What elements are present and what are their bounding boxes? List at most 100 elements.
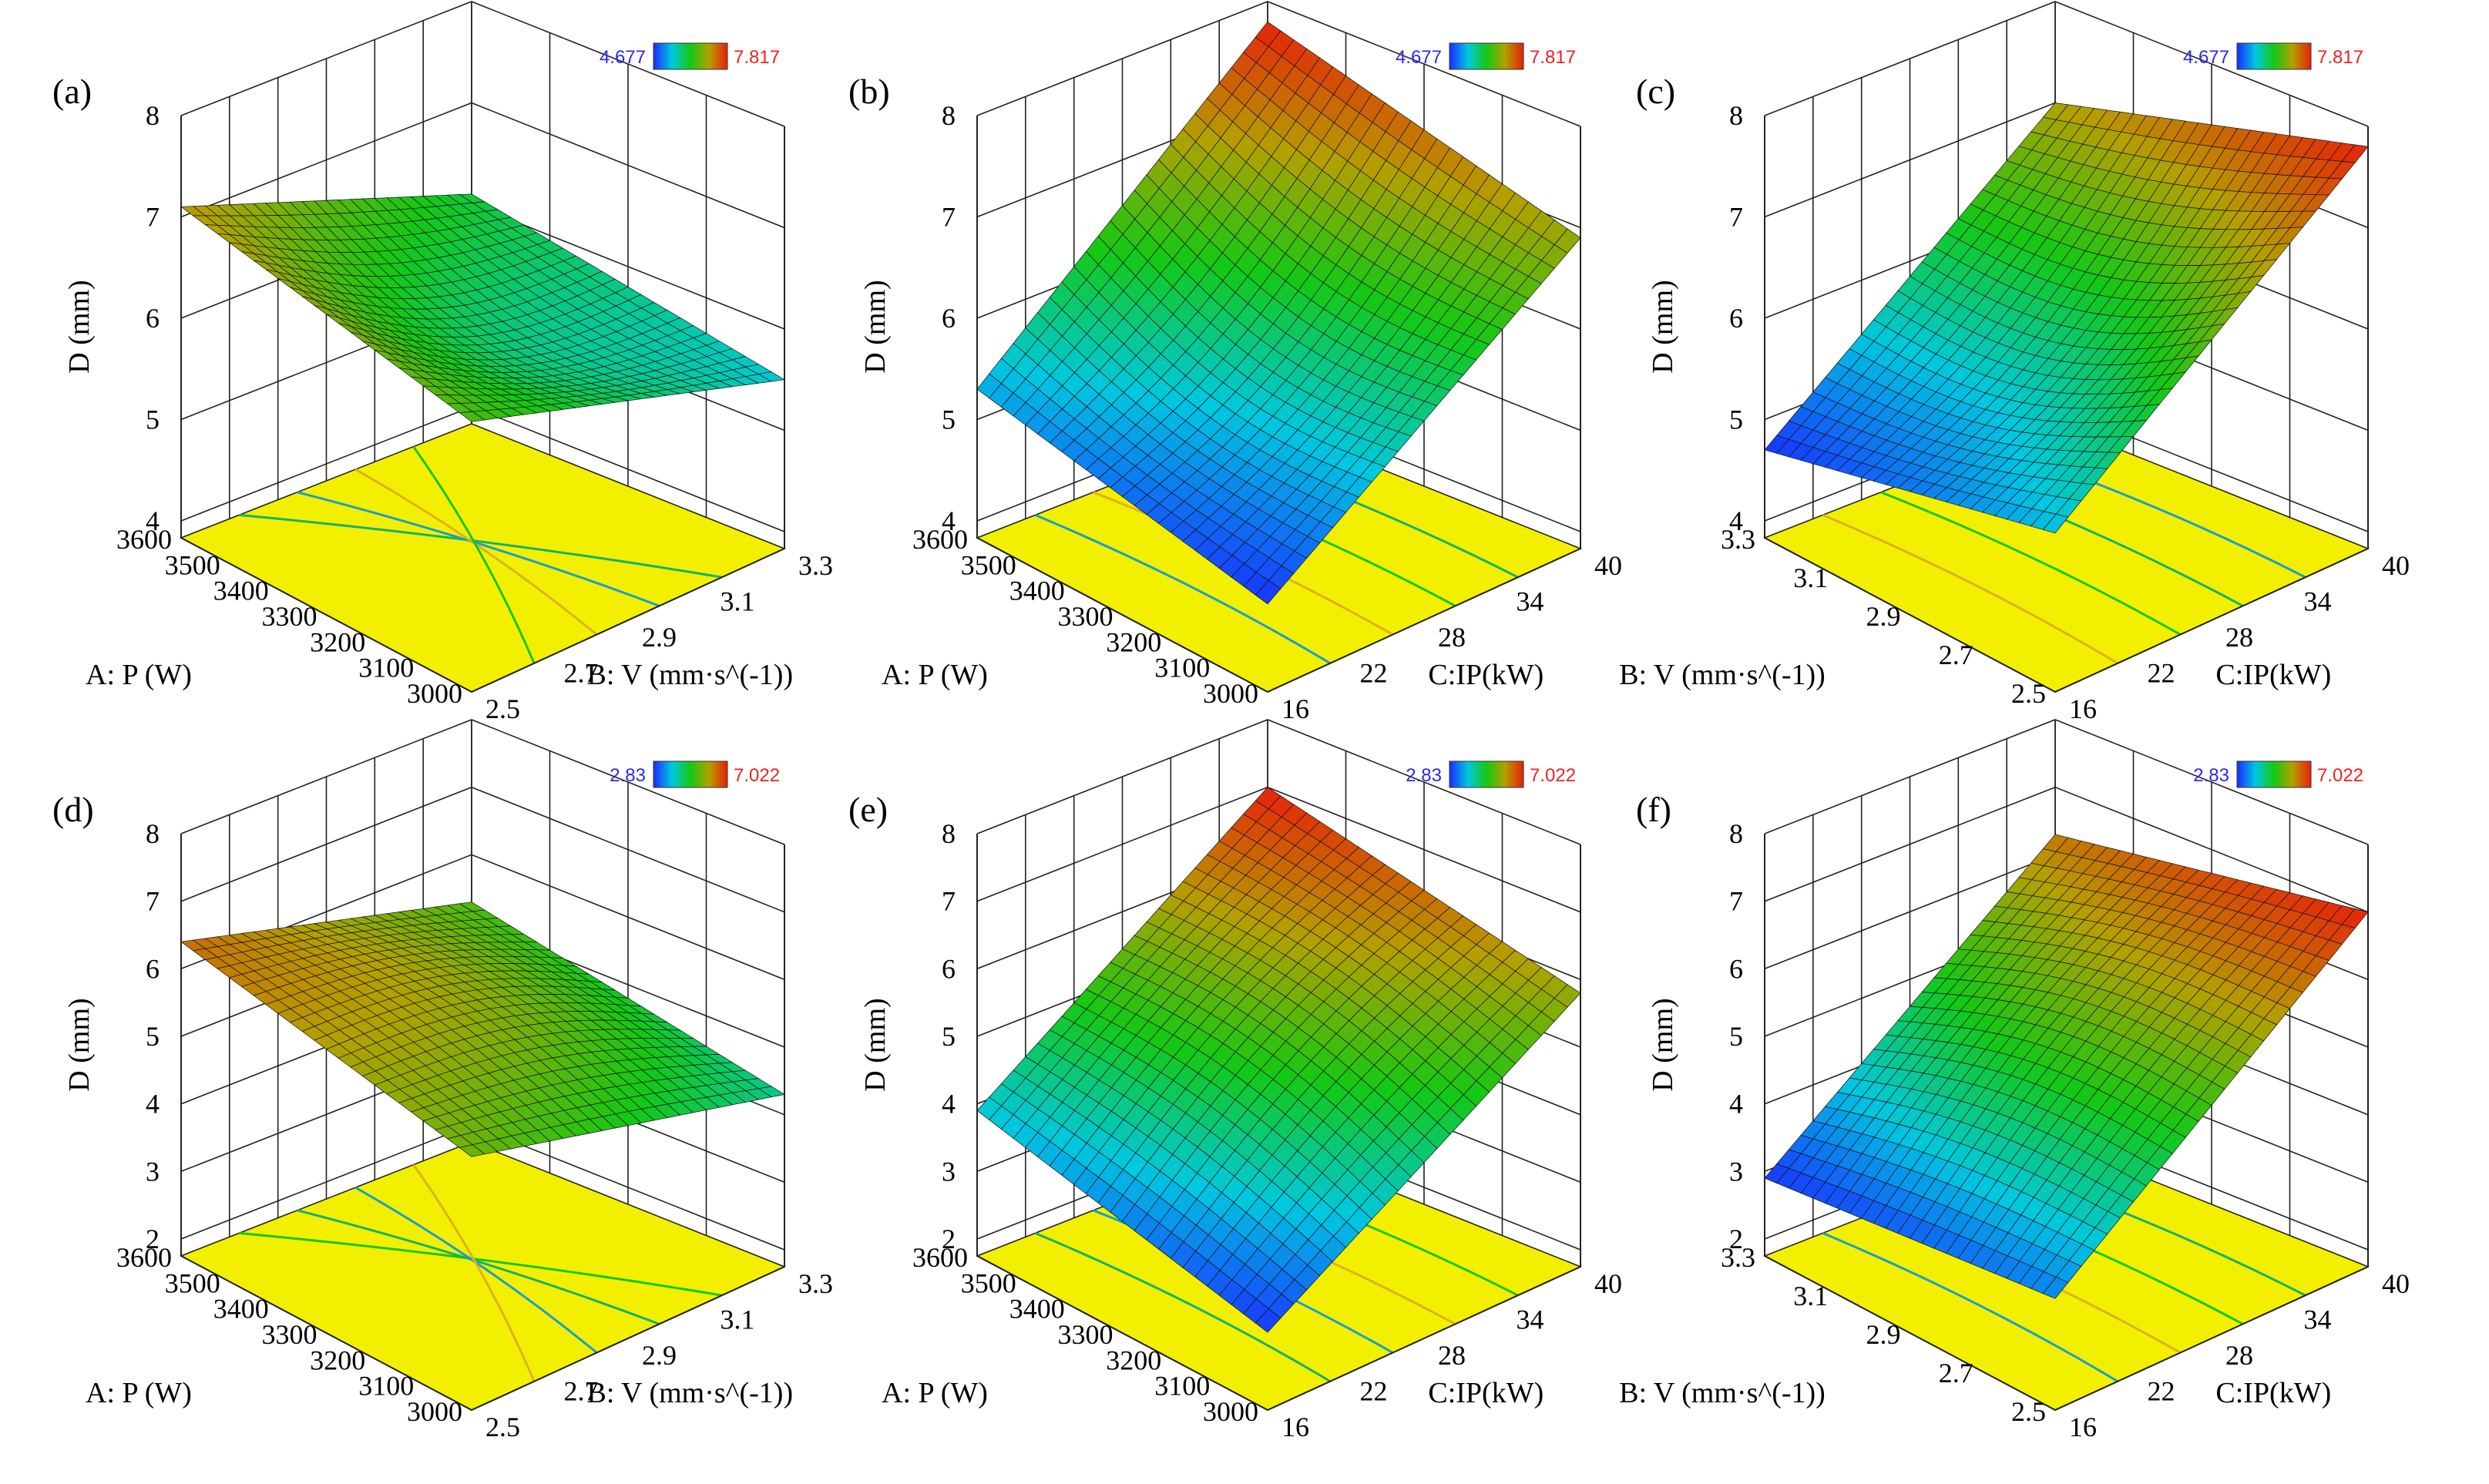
panel-label: (c)	[1636, 72, 1675, 111]
contour-line	[412, 445, 536, 664]
left-axis-tick-label: 3200	[310, 626, 365, 657]
left-axis-tick-label: 2.7	[1939, 1358, 1973, 1388]
z-axis-label: D (mm)	[63, 280, 96, 373]
box-edges	[1764, 834, 2369, 1412]
left-axis-tick-label: 3500	[165, 1267, 220, 1298]
left-axis-tick-label: 3600	[912, 1242, 968, 1273]
panel-label: (e)	[848, 790, 888, 829]
colorbar	[653, 42, 728, 70]
box-edges	[976, 834, 1581, 1412]
contour-line	[354, 468, 598, 636]
box-edges	[180, 116, 785, 693]
left-axis-tick-label: 2.9	[1866, 1319, 1901, 1350]
floor-contours	[239, 1163, 723, 1382]
z-axis-label: D (mm)	[1647, 280, 1679, 373]
z-tick-label: 6	[942, 303, 956, 334]
contour-line	[297, 491, 660, 607]
z-gridline	[180, 786, 785, 913]
left-axis-label: A: P (W)	[882, 1377, 988, 1409]
left-axis-tick-label: 3.1	[1793, 562, 1828, 593]
right-axis-tick-label: 40	[1594, 550, 1622, 581]
right-axis-label: C:IP(kW)	[2215, 659, 2331, 691]
z-tick-label: 8	[1729, 818, 1743, 849]
z-axis-label: D (mm)	[1647, 998, 1679, 1091]
z-tick-label: 7	[1729, 886, 1743, 917]
z-tick-label: 8	[146, 818, 160, 849]
right-axis-tick-label: 2.5	[485, 693, 520, 724]
z-tick-label: 4	[1729, 1089, 1743, 1120]
right-axis-tick-label: 16	[2069, 1412, 2097, 1442]
left-axis-tick-label: 3100	[358, 653, 414, 683]
left-axis-tick-label: 3200	[1106, 1345, 1161, 1375]
left-axis-tick-label: 3500	[165, 549, 220, 580]
contour-line	[1880, 491, 2182, 636]
z-tick-label: 4	[942, 505, 956, 536]
colorbar-max-label: 7.817	[734, 47, 780, 68]
left-axis-tick-label: 3600	[912, 524, 968, 555]
panel-label: (f)	[1636, 790, 1671, 829]
z-tick-label: 7	[146, 202, 160, 233]
left-axis-tick-label: 3100	[358, 1371, 414, 1402]
z-tick-label: 3	[146, 1156, 160, 1187]
contour-line	[239, 513, 723, 579]
right-axis-label: C:IP(kW)	[1428, 659, 1543, 691]
box-edges	[1764, 116, 2369, 693]
colorbar-min-label: 2.83	[2193, 765, 2229, 786]
right-axis-label: C:IP(kW)	[2215, 1377, 2331, 1409]
colorbar-min-label: 4.677	[600, 47, 646, 68]
surface-cell	[2042, 514, 2069, 534]
colorbar-max-label: 7.022	[2317, 765, 2363, 786]
left-axis-tick-label: 3400	[213, 576, 269, 606]
right-axis-tick-label: 22	[1360, 1376, 1388, 1407]
z-tick-label: 5	[146, 405, 160, 435]
z-tick-label: 6	[1729, 303, 1743, 334]
response-surface	[1764, 102, 2369, 534]
z-tick-label: 6	[146, 953, 160, 984]
surface-cell	[1255, 1308, 1281, 1333]
left-axis-tick-label: 2.9	[1866, 601, 1901, 632]
colorbar-min-label: 2.83	[1406, 765, 1442, 786]
left-axis-tick-label: 3200	[310, 1345, 365, 1375]
z-tick-label: 6	[146, 303, 160, 334]
right-axis-tick-label: 3.1	[720, 586, 755, 617]
left-axis-tick-label: 3600	[116, 524, 172, 555]
contour-line	[297, 1209, 660, 1325]
response-surface	[1764, 834, 2369, 1299]
z-tick-label: 5	[1729, 1021, 1743, 1052]
right-axis-tick-label: 2.9	[642, 622, 677, 653]
right-axis-tick-label: 3.3	[798, 550, 833, 581]
right-axis-tick-label: 22	[1360, 658, 1388, 689]
panel-e: 8 7 6 5 4 3 2 D (mm) 360035003400330032003100300…	[848, 719, 1622, 1442]
left-axis-tick-label: 3500	[961, 1267, 1016, 1298]
z-tick-label: 3	[942, 1156, 956, 1187]
z-tick-label: 2	[1729, 1224, 1743, 1254]
right-axis-tick-label: 40	[1594, 1268, 1622, 1299]
left-axis-tick-label: 3400	[1009, 576, 1065, 606]
colorbar-min-label: 4.677	[2183, 47, 2229, 68]
response-surface	[180, 193, 786, 422]
surface-cell	[1255, 579, 1281, 605]
right-axis-tick-label: 28	[1438, 1340, 1466, 1371]
right-axis-tick-label: 2.7	[564, 658, 599, 689]
colorbar	[2236, 42, 2312, 70]
left-axis-label: B: V (mm·s^(-1))	[1619, 659, 1826, 691]
left-axis-tick-label: 3400	[213, 1294, 269, 1325]
right-axis-tick-label: 28	[2225, 1340, 2253, 1371]
left-axis-label: B: V (mm·s^(-1))	[1619, 1377, 1826, 1409]
left-axis-tick-label: 3100	[1154, 1371, 1210, 1402]
left-axis-tick-label: 3600	[116, 1242, 172, 1273]
right-axis-tick-label: 34	[1517, 586, 1544, 617]
right-axis-tick-label: 2.5	[485, 1412, 520, 1442]
right-axis-tick-label: 3.1	[720, 1304, 755, 1335]
right-axis-tick-label: 40	[2382, 1268, 2410, 1299]
surface-cell	[458, 1144, 485, 1157]
z-tick-label: 5	[942, 405, 956, 435]
colorbar-max-label: 7.022	[1530, 765, 1576, 786]
contour-line	[1822, 1232, 2118, 1383]
colorbar-max-label: 7.817	[1530, 47, 1576, 68]
contour-line	[412, 1163, 536, 1382]
colorbar-max-label: 7.022	[734, 765, 780, 786]
